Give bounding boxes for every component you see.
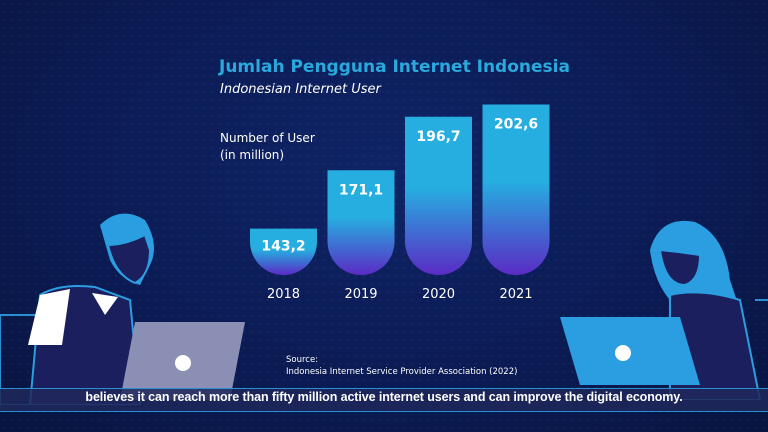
y-axis-label-line1: Number of User bbox=[220, 131, 315, 145]
bar-value-label: 171,1 bbox=[339, 182, 383, 198]
bar-value-label: 143,2 bbox=[261, 239, 305, 255]
bar-2021 bbox=[482, 104, 550, 276]
y-axis-label-line2: (in million) bbox=[220, 148, 285, 162]
source-text: Indonesia Internet Service Provider Asso… bbox=[286, 367, 518, 377]
subtitle-caption: believes it can reach more than fifty mi… bbox=[85, 390, 683, 404]
chart-subtitle: Indonesian Internet User bbox=[220, 82, 381, 97]
x-tick-label: 2020 bbox=[422, 287, 455, 302]
caption-background bbox=[0, 388, 768, 412]
woman-with-laptop-illustration bbox=[560, 220, 768, 400]
source-note: Source: Indonesia Internet Service Provi… bbox=[286, 354, 517, 378]
bar-value-label: 196,7 bbox=[416, 129, 460, 145]
man-with-laptop-illustration bbox=[0, 213, 245, 405]
bar-value-label: 202,6 bbox=[494, 116, 538, 132]
x-tick-label: 2018 bbox=[267, 287, 300, 302]
bar-2019 bbox=[327, 170, 395, 276]
bar-2018 bbox=[250, 228, 317, 276]
bar-2020 bbox=[405, 116, 472, 276]
y-axis-label: Number of User (in million) bbox=[220, 130, 315, 164]
chart-title: Jumlah Pengguna Internet Indonesia bbox=[219, 57, 570, 77]
x-tick-label: 2019 bbox=[344, 287, 377, 302]
x-tick-label: 2021 bbox=[499, 287, 532, 302]
source-label: Source: bbox=[286, 355, 319, 365]
